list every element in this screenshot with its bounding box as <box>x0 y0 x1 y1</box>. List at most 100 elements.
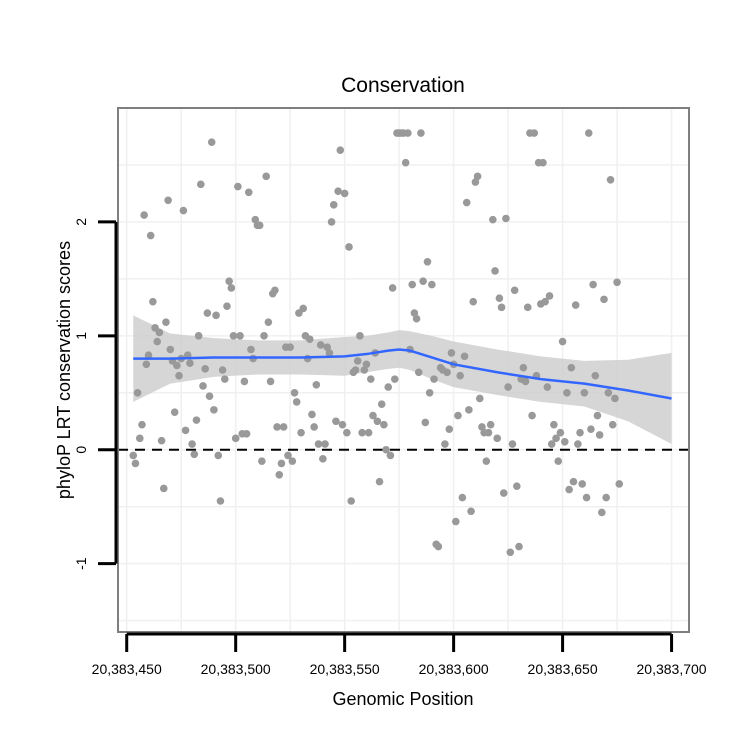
data-point <box>144 351 153 359</box>
x-tick-label: 20,383,500 <box>201 661 271 677</box>
data-point <box>388 284 397 292</box>
data-point <box>155 328 164 337</box>
y-tick-label: 0 <box>73 446 89 454</box>
x-tick-label: 20,383,650 <box>528 661 598 677</box>
data-point <box>266 377 275 386</box>
data-point <box>567 363 576 372</box>
data-point <box>369 411 377 420</box>
data-point <box>345 243 353 251</box>
data-point <box>212 311 220 320</box>
data-point <box>508 440 517 448</box>
data-point <box>264 318 273 326</box>
data-point <box>563 388 571 397</box>
panel-border <box>117 107 690 633</box>
data-point <box>332 417 340 426</box>
data-point <box>362 360 371 369</box>
data-point <box>334 187 342 195</box>
data-point <box>458 493 467 502</box>
data-point <box>382 445 390 454</box>
data-point <box>530 129 539 137</box>
data-point <box>606 175 615 184</box>
data-point <box>380 420 388 429</box>
data-point <box>360 366 369 374</box>
data-point <box>197 180 205 189</box>
data-point <box>207 138 216 146</box>
x-tick-label: 20,383,700 <box>637 661 707 677</box>
data-point <box>582 493 591 502</box>
data-point <box>613 278 621 287</box>
data-point <box>447 349 456 357</box>
data-point <box>242 429 251 438</box>
data-point <box>471 178 480 186</box>
data-point <box>159 484 168 493</box>
data-point <box>292 398 301 406</box>
data-point <box>569 477 578 486</box>
data-point <box>290 388 299 397</box>
data-point <box>519 363 528 372</box>
data-point <box>552 434 560 443</box>
data-point <box>580 388 589 397</box>
data-point <box>441 440 449 448</box>
data-point <box>138 420 146 429</box>
data-point <box>587 425 595 434</box>
data-point <box>310 423 318 431</box>
data-point <box>153 337 162 346</box>
y-tick-label: -1 <box>73 557 89 570</box>
data-point <box>203 309 212 317</box>
data-point <box>604 388 613 397</box>
data-point <box>340 189 349 198</box>
data-point <box>547 440 556 448</box>
data-point <box>539 158 547 167</box>
data-point <box>452 517 460 526</box>
data-point <box>417 129 425 137</box>
data-point <box>556 428 565 437</box>
data-point <box>173 361 181 370</box>
data-point <box>513 482 521 490</box>
data-point <box>364 428 373 437</box>
data-point <box>489 215 497 224</box>
data-point <box>421 418 430 427</box>
data-point <box>558 337 567 346</box>
data-point <box>576 428 584 437</box>
x-axis: 20,383,450 20,383,500 20,383,550 20,383,600… <box>92 632 707 677</box>
data-point <box>482 457 491 465</box>
data-point <box>186 359 194 367</box>
data-point <box>373 417 382 426</box>
data-point <box>162 318 170 326</box>
data-point <box>329 201 338 209</box>
data-point <box>260 332 268 340</box>
y-tick-label: 2 <box>73 218 89 226</box>
x-tick-label: 20,383,450 <box>92 661 162 677</box>
data-point <box>467 507 475 516</box>
data-point <box>271 286 279 295</box>
data-point <box>465 406 473 414</box>
x-axis-label: Genomic Position <box>332 689 473 709</box>
data-point <box>475 394 484 403</box>
data-point <box>205 392 214 401</box>
data-point <box>375 477 384 486</box>
data-point <box>214 451 223 460</box>
data-point <box>227 284 236 292</box>
y-axis-label: phyloP LRT conservation scores <box>54 241 74 499</box>
data-point <box>351 366 360 374</box>
data-point <box>495 294 504 303</box>
data-point <box>216 497 225 505</box>
data-point <box>327 218 336 226</box>
data-point <box>502 214 510 223</box>
data-point <box>194 332 203 340</box>
data-point <box>615 480 624 488</box>
data-point <box>179 206 188 215</box>
data-point <box>164 196 172 205</box>
data-point <box>523 303 532 312</box>
data-point <box>589 280 597 289</box>
data-point <box>425 388 434 397</box>
data-point <box>571 301 580 309</box>
data-point <box>486 420 495 429</box>
data-point <box>377 400 386 408</box>
data-point <box>390 375 399 383</box>
data-point <box>188 440 196 448</box>
data-point <box>229 332 238 340</box>
data-point <box>608 420 617 429</box>
data-point <box>521 377 530 386</box>
